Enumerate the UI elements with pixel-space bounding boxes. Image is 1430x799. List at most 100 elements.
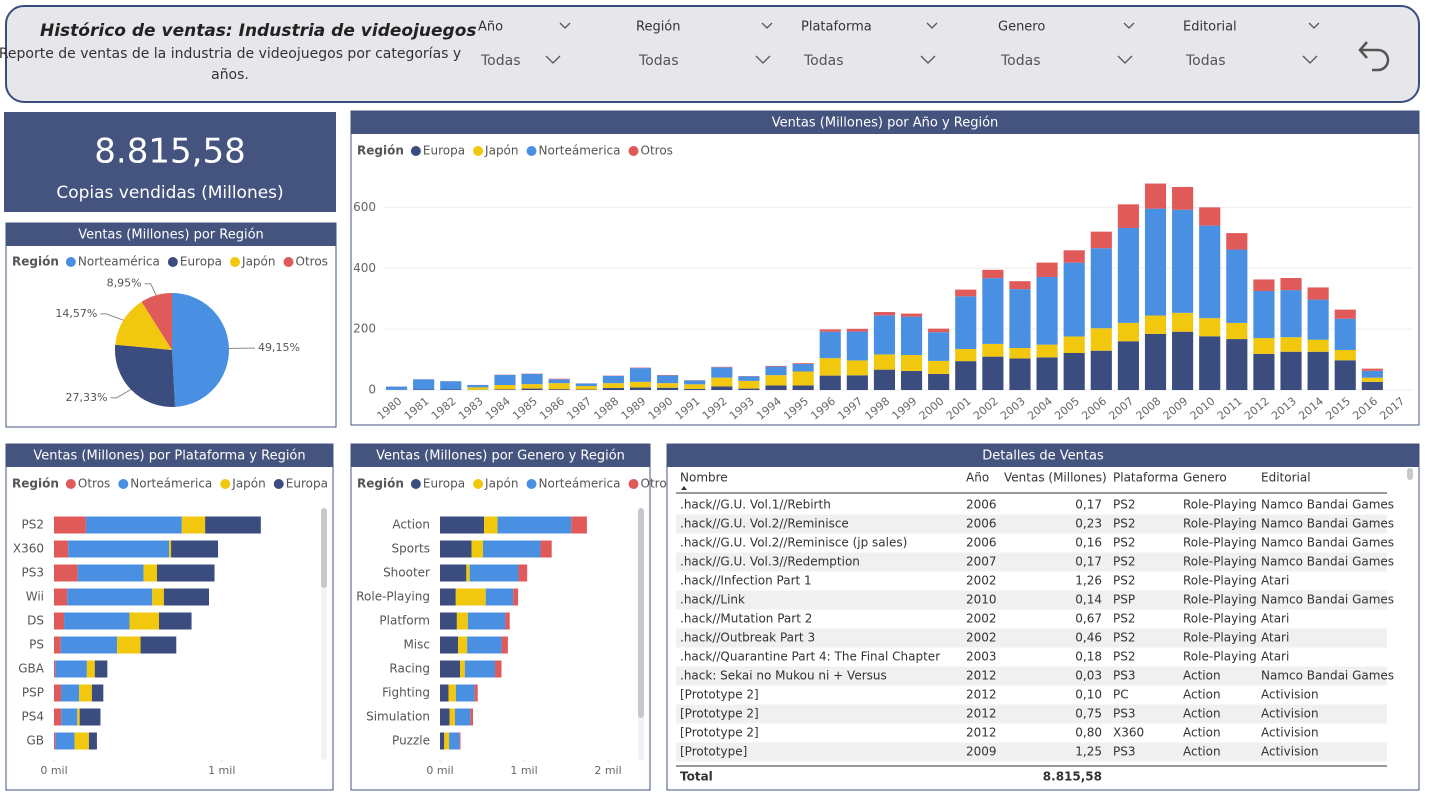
table-cell: 1,25 <box>1075 745 1102 759</box>
pie-label: 14,57% <box>55 307 97 320</box>
scrollbar-thumb[interactable] <box>638 508 644 718</box>
filter-chevron[interactable] <box>545 55 561 64</box>
total-label: Total <box>680 770 713 784</box>
y-tick-label: DS <box>27 614 44 628</box>
y-tick-label: Shooter <box>383 566 430 580</box>
legend-marker <box>65 257 76 267</box>
y-tick-label: 0 <box>368 383 376 397</box>
bar-segment <box>85 516 182 534</box>
bar-segment <box>1307 339 1329 352</box>
bar-segment <box>928 373 950 390</box>
bar-segment <box>54 732 56 750</box>
bar-segment <box>1280 278 1302 291</box>
legend-label: Europa <box>286 477 328 491</box>
y-tick-label: PS2 <box>22 518 45 532</box>
bar-segment <box>458 636 468 654</box>
bar-segment <box>1307 351 1329 390</box>
column-header[interactable]: Nombre <box>680 471 728 485</box>
table-cell: .hack//Quarantine Part 4: The Final Chap… <box>680 650 940 664</box>
bar-segment <box>54 660 56 678</box>
table-cell: 0,80 <box>1075 726 1102 740</box>
column-header[interactable]: Ventas (Millones) <box>1004 471 1107 485</box>
bar-segment <box>449 708 455 726</box>
row-band <box>676 514 1387 534</box>
bar-segment <box>159 612 192 630</box>
column-header[interactable]: Editorial <box>1261 471 1311 485</box>
table-cell: Role-Playing <box>1183 574 1257 588</box>
bar-segment <box>79 684 92 702</box>
y-tick-label: PS <box>29 638 44 652</box>
bar-segment <box>629 368 652 382</box>
filter-chevron[interactable] <box>1302 55 1318 64</box>
y-tick-label: Role-Playing <box>356 590 430 604</box>
bar-segment <box>440 732 445 750</box>
bar-segment <box>61 708 78 726</box>
bar-segment <box>684 388 706 390</box>
panel <box>666 443 1420 791</box>
header-subtitle: años. <box>211 67 249 83</box>
bar-segment <box>548 389 570 390</box>
x-tick-label: 0 mil <box>40 764 67 777</box>
table-cell: 2010 <box>966 593 997 607</box>
bar-segment <box>955 289 977 297</box>
x-tick-label: 1 mil <box>510 764 537 777</box>
table-cell: 0,16 <box>1075 536 1102 550</box>
table-cell: Role-Playing <box>1183 536 1257 550</box>
bar-segment <box>440 708 450 726</box>
bar-segment <box>440 684 449 702</box>
bar-segment <box>1253 279 1275 291</box>
legend-label: Otros <box>296 255 328 269</box>
row-band <box>676 628 1387 648</box>
table-cell: 0,17 <box>1075 555 1102 569</box>
table-cell: Role-Playing <box>1183 593 1257 607</box>
legend-label: Europa <box>423 144 465 158</box>
bar-segment <box>163 588 209 606</box>
filter-chevron[interactable] <box>761 22 773 29</box>
column-header[interactable]: Genero <box>1183 471 1227 485</box>
y-tick-label: GBA <box>18 662 45 676</box>
table-cell: 2012 <box>966 669 997 683</box>
bar-segment <box>1144 333 1167 390</box>
bar-segment <box>982 343 1004 357</box>
bar-segment <box>684 380 706 385</box>
legend-label: Europa <box>180 255 222 269</box>
column-header[interactable]: Año <box>966 471 989 485</box>
filter-chevron[interactable] <box>1123 22 1135 29</box>
bar-segment <box>456 612 468 630</box>
filter-label: Año <box>478 20 503 35</box>
filter-value: Todas <box>1185 53 1226 69</box>
bar-segment <box>900 313 923 317</box>
y-tick-label: Sports <box>392 542 430 556</box>
table-cell: PS2 <box>1113 498 1136 512</box>
bar-segment <box>1307 287 1329 300</box>
bar-segment <box>684 384 706 389</box>
row-band <box>676 552 1387 572</box>
column-header[interactable]: Plataforma <box>1113 471 1178 485</box>
legend-label: Otros <box>78 477 110 491</box>
filter-chevron[interactable] <box>1308 22 1320 29</box>
filter-chevron[interactable] <box>1117 55 1133 64</box>
bar-segment <box>1009 281 1031 290</box>
filter-chevron[interactable] <box>920 55 936 64</box>
bar-segment <box>444 732 450 750</box>
bar-segment <box>873 315 896 355</box>
pie-slice <box>141 293 172 350</box>
table-cell: .hack//Link <box>680 593 745 607</box>
kpi-card <box>4 112 336 212</box>
undo-button[interactable] <box>1358 41 1390 72</box>
legend-label: Japón <box>231 477 265 491</box>
filter-chevron[interactable] <box>559 22 571 29</box>
filter-chevron[interactable] <box>926 22 938 29</box>
panel-title-bar <box>6 444 333 467</box>
bar-segment <box>464 660 496 678</box>
bar-segment <box>928 328 950 333</box>
table-cell: 0,23 <box>1075 517 1102 531</box>
filter-chevron[interactable] <box>755 55 771 64</box>
scrollbar-thumb[interactable] <box>1407 468 1413 480</box>
bar-segment <box>440 588 456 606</box>
legend-label: Norteámerica <box>539 144 621 158</box>
table-cell: Namco Bandai Games <box>1261 555 1394 569</box>
bar-segment <box>873 312 896 316</box>
scrollbar-thumb[interactable] <box>321 508 327 588</box>
bar-segment <box>455 588 486 606</box>
